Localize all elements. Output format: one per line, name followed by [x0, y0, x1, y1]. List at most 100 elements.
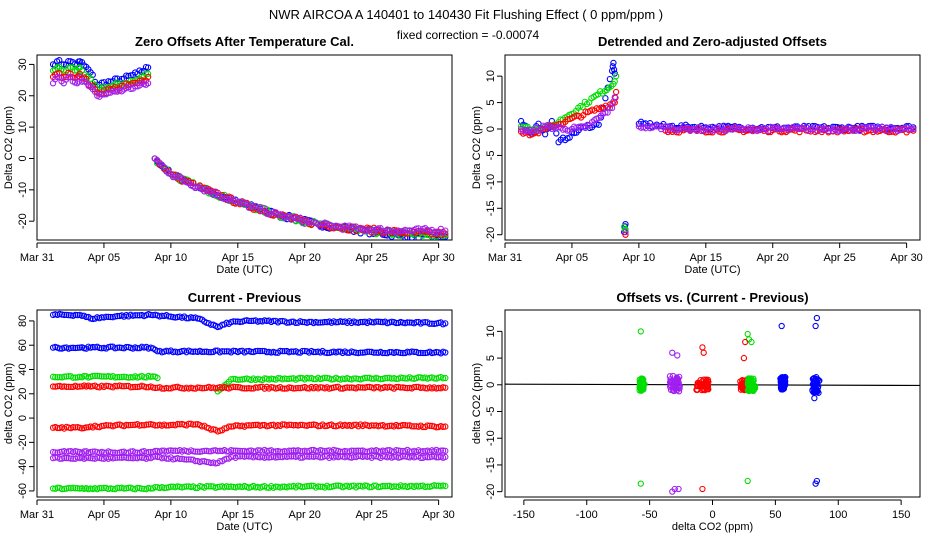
data-point	[165, 313, 172, 320]
data-point	[80, 448, 88, 455]
data-point	[109, 485, 117, 493]
data-point	[198, 348, 206, 356]
x-axis-label: Date (UTC)	[216, 521, 272, 533]
data-point	[595, 121, 602, 128]
data-point	[263, 348, 270, 356]
data-point	[216, 447, 224, 454]
data-point	[424, 454, 431, 461]
data-point	[439, 375, 447, 382]
data-point	[337, 385, 344, 392]
data-point	[236, 376, 244, 383]
panel-4: Offsets vs. (Current - Previous)-150 -100…	[471, 290, 921, 533]
data-point	[152, 422, 159, 429]
data-point	[776, 125, 783, 132]
data-point	[355, 225, 362, 233]
data-point	[167, 421, 175, 429]
data-point	[169, 384, 177, 391]
data-point	[201, 348, 208, 355]
data-point	[352, 319, 360, 326]
data-point	[183, 315, 190, 322]
data-point	[277, 347, 284, 355]
data-point	[129, 383, 137, 391]
data-point	[279, 347, 286, 355]
data-point	[140, 485, 148, 493]
data-point	[152, 483, 159, 491]
data-point	[277, 318, 284, 325]
data-point	[341, 447, 349, 455]
data-point	[439, 423, 447, 431]
data-point	[674, 352, 681, 359]
data-point	[390, 483, 398, 490]
data-point	[285, 375, 293, 382]
data-point	[442, 482, 449, 490]
data-point	[61, 373, 68, 380]
data-point	[366, 348, 373, 355]
data-point	[103, 421, 110, 429]
data-point	[352, 447, 360, 454]
data-point	[317, 319, 324, 326]
data-point	[404, 227, 411, 234]
data-point	[602, 109, 609, 116]
data-point	[401, 384, 409, 392]
data-point	[58, 383, 66, 390]
x-tick-label: Apr 15	[222, 252, 254, 264]
data-point	[288, 348, 295, 355]
data-point	[203, 483, 210, 490]
data-point	[248, 348, 255, 355]
data-point	[606, 75, 614, 83]
data-point	[301, 453, 308, 460]
data-point	[622, 231, 629, 238]
data-point	[419, 349, 427, 357]
data-point	[54, 383, 61, 390]
x-tick-label: Apr 25	[355, 509, 387, 521]
data-point	[370, 349, 378, 356]
y-tick-label: -15	[485, 457, 497, 473]
data-point	[364, 374, 371, 381]
data-point	[69, 423, 77, 431]
data-point	[243, 385, 250, 392]
data-point	[670, 384, 678, 392]
data-point	[368, 375, 375, 382]
x-tick-label: Apr 10	[155, 252, 187, 264]
data-point	[811, 388, 818, 395]
panel-2: Detrended and Zero-adjusted Offsets Mar 3…	[471, 34, 923, 276]
data-point	[813, 477, 821, 485]
data-point	[910, 125, 917, 133]
data-point	[299, 347, 306, 355]
data-point	[330, 422, 337, 430]
data-point	[230, 383, 237, 390]
data-point	[234, 453, 241, 460]
data-point	[261, 205, 268, 212]
x-tick-label: Apr 10	[155, 509, 187, 521]
data-point	[144, 73, 152, 81]
data-point	[167, 483, 175, 490]
data-point	[134, 312, 141, 319]
data-point	[622, 228, 629, 236]
x-tick-label: Apr 25	[823, 252, 855, 264]
data-point	[227, 483, 235, 490]
data-point	[372, 318, 380, 325]
data-point	[865, 123, 872, 131]
data-point	[750, 377, 757, 384]
data-point	[98, 345, 105, 352]
data-point	[357, 318, 364, 326]
data-point	[699, 344, 706, 351]
y-tick-label: 0	[17, 415, 29, 421]
data-point	[161, 484, 168, 492]
data-point	[87, 454, 94, 462]
data-point	[127, 374, 134, 381]
data-point	[144, 64, 152, 71]
data-point	[700, 376, 707, 383]
data-point	[279, 483, 286, 490]
data-point	[272, 483, 279, 490]
data-point	[426, 320, 433, 327]
data-point	[132, 383, 139, 391]
data-point	[65, 383, 72, 390]
data-point	[699, 485, 706, 493]
y-tick-label: -15	[485, 200, 497, 216]
y-tick-label: 10	[485, 325, 497, 337]
data-point	[350, 447, 357, 454]
data-point	[812, 322, 819, 330]
data-point	[172, 447, 179, 454]
data-point	[332, 319, 340, 326]
